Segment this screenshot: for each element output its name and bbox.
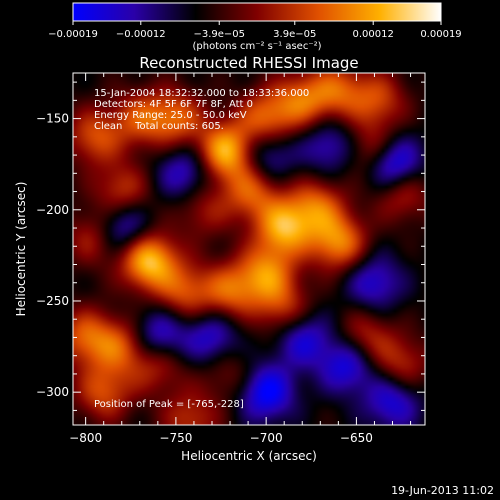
footer-date: 19-Jun-2013 11:02 <box>391 484 494 497</box>
heatmap-image <box>73 73 425 425</box>
colorbar-units-label: (photons cm⁻² s⁻¹ asec⁻²) <box>192 41 321 52</box>
y-axis: −150 −200 −250 −300 <box>36 81 425 411</box>
x-axis-label: Heliocentric X (arcsec) <box>181 449 317 463</box>
x-tick-label: −650 <box>340 431 373 445</box>
x-tick-label: −800 <box>69 431 102 445</box>
colorbar-tick-label: −0.00012 <box>116 29 166 40</box>
plot-frame <box>72 72 426 426</box>
annotation-time-range: 15-Jan-2004 18:32:32.000 to 18:33:36.000 <box>94 88 309 99</box>
annotation-block: 15-Jan-2004 18:32:32.000 to 18:33:36.000… <box>94 88 309 132</box>
annotation-counts: Clean Total counts: 605. <box>94 121 224 132</box>
colorbar-ticks: −0.00019 −0.00012 −3.9e−05 3.9e−05 0.00012 0.… <box>48 21 462 40</box>
y-tick-label: −150 <box>36 112 69 126</box>
y-axis-label: Heliocentric Y (arcsec) <box>14 182 28 317</box>
colorbar-tick-label: −3.9e−05 <box>193 29 245 40</box>
x-axis: −800 −750 −700 −650 <box>69 73 412 445</box>
annotation-detectors: Detectors: 4F 5F 6F 7F 8F, Att 0 <box>94 99 253 110</box>
colorbar-tick-label: −0.00019 <box>48 29 98 40</box>
x-tick-label: −750 <box>159 431 192 445</box>
y-tick-label: −200 <box>36 203 69 217</box>
colorbar-tick-label: 3.9e−05 <box>273 29 316 40</box>
y-tick-label: −250 <box>36 294 69 308</box>
peak-position-label: Position of Peak = [-765,-228] <box>94 399 244 410</box>
colorbar-tick-label: 0.00019 <box>420 29 461 40</box>
colorbar <box>72 2 442 22</box>
y-tick-label: −300 <box>36 385 69 399</box>
x-tick-label: −700 <box>250 431 283 445</box>
heatmap-area <box>73 73 425 425</box>
colorbar-tick-label: 0.00012 <box>353 29 394 40</box>
chart-title: Reconstructed RHESSI Image <box>139 54 358 72</box>
annotation-energy-range: Energy Range: 25.0 - 50.0 keV <box>94 110 247 121</box>
